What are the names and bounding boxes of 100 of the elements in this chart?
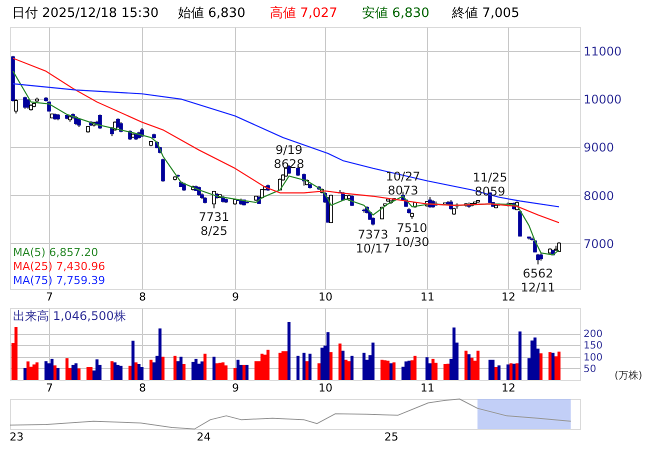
x-tick-label: 8 <box>139 382 146 394</box>
bar <box>288 322 290 380</box>
bar <box>246 364 248 380</box>
bar <box>408 360 410 380</box>
bar <box>86 366 90 380</box>
bar <box>318 363 320 380</box>
bar <box>110 361 114 380</box>
annotation: 7510 10/30 <box>394 220 430 249</box>
y-tick-label: 50 <box>584 364 596 375</box>
bar <box>56 368 60 380</box>
bar <box>492 360 494 380</box>
bar <box>344 360 348 380</box>
bar <box>414 356 416 380</box>
bar <box>50 358 54 380</box>
bar <box>386 360 390 380</box>
text: 安値 6,830 <box>362 5 430 21</box>
line-series <box>12 58 560 224</box>
y-tick-label: 10000 <box>584 92 622 107</box>
bar <box>32 364 36 380</box>
bar <box>518 331 522 380</box>
bar <box>434 362 438 380</box>
x-tick-label: 9 <box>232 382 239 394</box>
bar <box>138 364 140 380</box>
x-tick-label: 25 <box>384 430 398 444</box>
bar <box>302 352 306 380</box>
text: MA(75) 7,759.39 <box>13 274 106 287</box>
x-tick-label: 24 <box>196 430 211 444</box>
y-axis-title: (万株) <box>614 370 642 382</box>
bar <box>306 361 308 380</box>
bar <box>54 365 56 380</box>
bar <box>182 364 186 380</box>
x-tick-label: 12 <box>502 290 516 304</box>
bar <box>552 352 554 380</box>
x-tick-label: 10 <box>318 382 332 394</box>
candlestick <box>557 242 561 252</box>
annotation: 6562 12/11 <box>520 266 556 294</box>
bar <box>176 361 180 380</box>
bar <box>464 350 468 380</box>
bar <box>404 361 408 380</box>
y-tick-label: 150 <box>584 340 603 352</box>
bar <box>284 351 288 380</box>
bar <box>158 328 162 380</box>
bar <box>512 364 516 380</box>
bar <box>296 356 300 380</box>
bar <box>548 352 552 380</box>
bar <box>410 360 414 380</box>
bar <box>24 368 26 380</box>
bar <box>72 364 74 380</box>
chart-title: 日付 2025/12/18 15:30 <box>12 6 159 21</box>
bar <box>204 354 206 380</box>
annotation: 7731 8/25 <box>198 210 230 238</box>
candlestick <box>116 118 120 128</box>
bar <box>326 332 330 380</box>
bar <box>266 350 270 380</box>
x-tick-label: 10 <box>318 290 332 304</box>
bar <box>236 360 240 380</box>
candlestick <box>26 98 30 110</box>
bar <box>132 340 134 380</box>
bar <box>234 368 236 380</box>
candlestick <box>98 114 102 130</box>
y-tick-label: 200 <box>584 329 603 340</box>
bar <box>180 356 182 380</box>
bar <box>558 352 560 380</box>
bar <box>128 366 132 380</box>
bar <box>494 366 498 380</box>
bar <box>200 361 204 380</box>
bar <box>432 358 434 380</box>
bar <box>120 366 122 380</box>
bar <box>36 362 38 380</box>
bar <box>224 365 228 380</box>
bar <box>254 361 258 380</box>
bar <box>392 362 396 380</box>
bar <box>506 364 510 380</box>
bar <box>242 364 246 380</box>
candlestick <box>161 158 165 182</box>
bar <box>260 354 264 380</box>
bar <box>66 358 68 380</box>
bar <box>44 361 48 380</box>
bar <box>350 356 354 380</box>
bar <box>150 360 152 380</box>
bar <box>134 362 138 380</box>
bar <box>162 356 164 380</box>
text: 始値 6,830 <box>178 6 246 21</box>
x-tick-label: 7 <box>46 290 53 304</box>
bar <box>278 352 282 380</box>
bar <box>212 356 216 380</box>
bar <box>530 340 534 380</box>
text: MA(5) 6,857.20 <box>13 246 98 259</box>
bar <box>26 361 30 380</box>
text: 終値 7,005 <box>451 6 520 21</box>
x-tick-label: 12 <box>502 382 516 394</box>
bar <box>444 364 446 380</box>
y-tick-label: 7000 <box>584 236 614 251</box>
bar <box>114 362 116 380</box>
bar <box>96 359 98 380</box>
bar <box>74 363 78 380</box>
bar <box>540 353 542 380</box>
annotation: 11/25 8059 <box>472 170 508 198</box>
x-tick-label: 7 <box>46 382 53 394</box>
bar <box>468 354 470 380</box>
